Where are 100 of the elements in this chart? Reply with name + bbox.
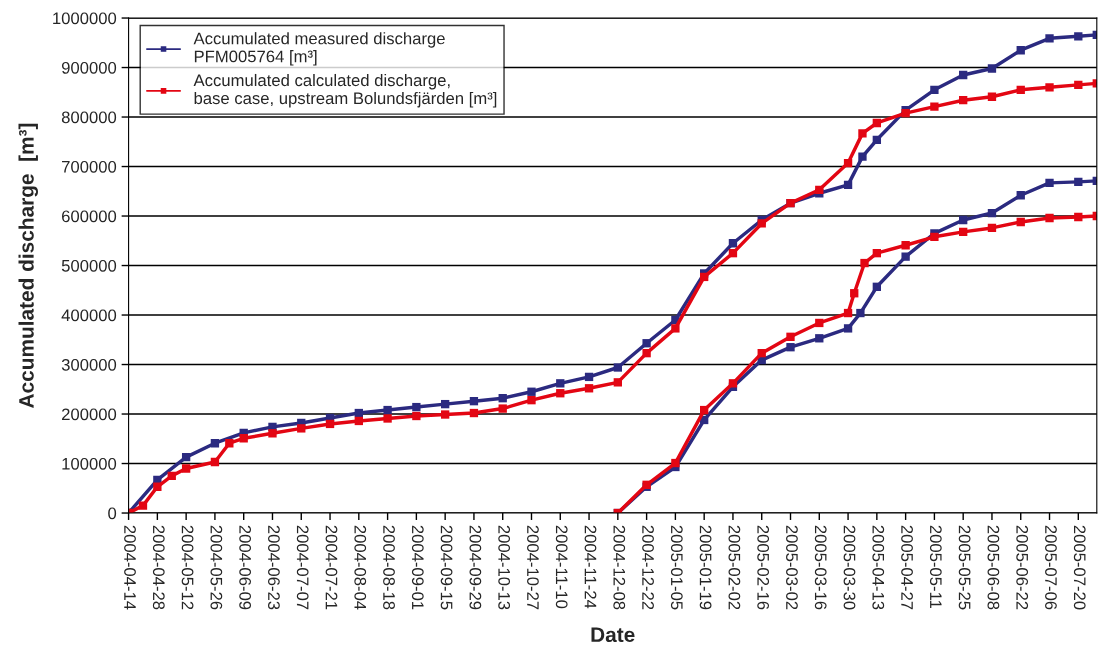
point — [815, 318, 824, 328]
point — [1045, 178, 1054, 188]
point — [383, 405, 392, 415]
point — [959, 96, 968, 105]
y-tick-label: 200000 — [62, 408, 117, 421]
y-tick-label: 400000 — [61, 309, 117, 322]
point — [297, 424, 306, 433]
point — [872, 248, 882, 258]
point — [987, 92, 997, 101]
point — [1016, 46, 1025, 55]
x-tick-label: 2004-04-14 — [124, 525, 136, 610]
point — [959, 227, 968, 237]
point — [930, 85, 939, 94]
point — [138, 501, 148, 510]
point — [469, 396, 479, 406]
x-tick-label: 2004-08-04 — [354, 525, 367, 610]
x-tick-label: 2004-12-08 — [613, 525, 626, 610]
point — [383, 414, 392, 423]
point — [584, 372, 594, 382]
point — [181, 464, 191, 473]
x-tick-label: 2005-06-22 — [1016, 525, 1029, 610]
x-tick-label: 2004-09-15 — [440, 525, 453, 610]
point — [167, 471, 176, 481]
x-tick-label: 2005-05-25 — [958, 525, 971, 610]
point — [671, 458, 680, 468]
point — [856, 308, 865, 318]
point — [1016, 191, 1025, 200]
x-tick-label: 2004-11-24 — [584, 525, 597, 609]
point — [268, 429, 277, 438]
x-tick-label: 2005-04-27 — [901, 525, 913, 610]
point — [642, 348, 651, 358]
point — [987, 64, 997, 73]
point — [1045, 213, 1054, 223]
point — [584, 384, 594, 393]
x-tick-label: 2004-10-27 — [527, 525, 539, 610]
x-tick-label: 2004-09-01 — [411, 525, 424, 610]
point — [239, 434, 248, 443]
point — [613, 378, 622, 387]
y-tick-label: 0 — [108, 507, 117, 520]
x-tick-label: 2005-03-30 — [843, 525, 856, 610]
x-tick-label: 2005-03-16 — [814, 525, 827, 610]
point — [210, 457, 220, 467]
point — [872, 282, 882, 291]
x-tick-label: 2005-07-06 — [1045, 525, 1057, 610]
x-tick-label: 2005-05-11 — [929, 525, 942, 609]
x-tick-label: 2005-03-02 — [786, 525, 798, 610]
x-tick-label: 2004-12-22 — [642, 525, 654, 610]
point — [987, 208, 997, 218]
point — [556, 389, 565, 398]
point — [728, 239, 738, 248]
point — [325, 419, 335, 429]
point — [872, 118, 882, 128]
x-tick-label: 2004-09-29 — [469, 525, 482, 610]
point — [613, 363, 622, 372]
x-tick-label: 2004-07-21 — [325, 525, 338, 610]
point — [440, 399, 450, 409]
y-tick-label: 800000 — [61, 111, 117, 124]
x-tick-label: 2004-06-09 — [239, 525, 252, 610]
point — [843, 180, 853, 190]
x-tick-label: 2005-01-05 — [670, 525, 683, 610]
y-tick-label: 300000 — [61, 358, 117, 371]
point — [843, 324, 853, 333]
point — [527, 396, 536, 405]
point — [757, 348, 766, 358]
legend-label: Accumulated calculated discharge, base case, upstream Bolundsfjärden [m³] — [193, 73, 497, 108]
point — [354, 416, 363, 426]
point — [860, 258, 869, 268]
point — [1074, 212, 1083, 222]
x-tick-label: 2005-07-20 — [1073, 525, 1086, 610]
point — [642, 339, 651, 348]
point — [1016, 217, 1025, 227]
point — [210, 439, 220, 448]
x-tick-label: 2004-11-10 — [555, 525, 568, 609]
point — [225, 439, 234, 448]
point — [728, 248, 738, 258]
y-tick-label: 700000 — [62, 160, 117, 173]
point — [700, 272, 709, 282]
legend-label: Accumulated measured discharge PFM005764 [m³] — [193, 32, 445, 66]
point — [498, 394, 507, 403]
point — [700, 405, 709, 415]
point — [1045, 83, 1054, 92]
point — [1074, 177, 1083, 187]
point — [1074, 32, 1083, 41]
point — [354, 408, 363, 418]
point — [959, 215, 968, 225]
point — [858, 129, 867, 138]
point — [527, 387, 536, 396]
point — [412, 402, 421, 412]
y-tick-label: 1000000 — [53, 12, 117, 25]
x-tick-label: 2005-02-02 — [728, 525, 741, 610]
point — [872, 135, 882, 144]
point — [815, 185, 824, 194]
point — [901, 241, 910, 250]
point — [1074, 80, 1083, 90]
x-tick-label: 2004-05-26 — [210, 525, 223, 610]
point — [843, 308, 853, 318]
point — [153, 482, 162, 491]
point — [671, 324, 680, 333]
y-axis-title: Accumulated discharge [m³] — [18, 123, 39, 408]
x-tick-label: 2005-06-08 — [987, 525, 1000, 610]
